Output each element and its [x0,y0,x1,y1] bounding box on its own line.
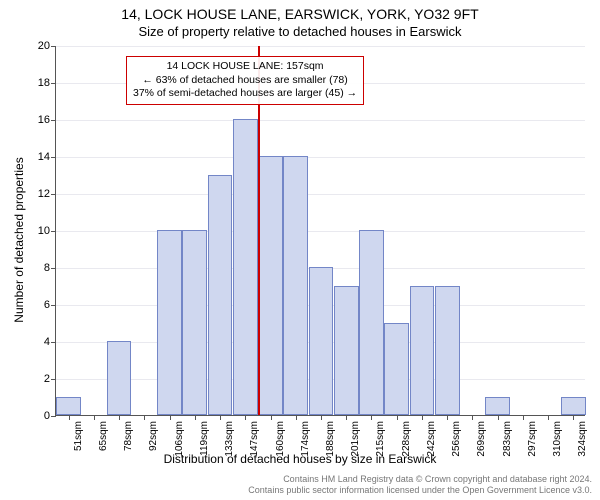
footer-line2: Contains public sector information licen… [248,485,592,496]
y-axis-label: Number of detached properties [12,75,26,240]
chart-title-line2: Size of property relative to detached ho… [0,24,600,39]
annotation-line3: 37% of semi-detached houses are larger (… [133,87,357,101]
x-tick-mark [447,415,448,420]
x-tick-mark [472,415,473,420]
histogram-bar [384,323,409,416]
footer-attribution: Contains HM Land Registry data © Crown c… [248,474,592,497]
histogram-bar [107,341,132,415]
gridline [56,157,585,158]
gridline [56,46,585,47]
annotation-line1: 14 LOCK HOUSE LANE: 157sqm [133,60,357,74]
histogram-bar [435,286,460,416]
x-tick-mark [195,415,196,420]
y-tick-label: 6 [44,299,50,311]
x-tick-label: 65sqm [98,421,109,451]
x-tick-mark [321,415,322,420]
x-tick-mark [245,415,246,420]
y-tick-mark [51,194,56,195]
histogram-bar [258,156,283,415]
x-tick-mark [220,415,221,420]
x-tick-label: 92sqm [148,421,159,451]
y-tick-mark [51,83,56,84]
histogram-bar [208,175,233,416]
y-tick-mark [51,157,56,158]
footer-line1: Contains HM Land Registry data © Crown c… [248,474,592,485]
y-tick-mark [51,268,56,269]
x-tick-label: 51sqm [73,421,84,451]
histogram-bar [157,230,182,415]
x-tick-label: 78sqm [123,421,134,451]
x-tick-mark [498,415,499,420]
chart-title-line1: 14, LOCK HOUSE LANE, EARSWICK, YORK, YO3… [0,6,600,22]
x-tick-label: 119sqm [199,421,210,456]
y-tick-mark [51,305,56,306]
x-tick-mark [573,415,574,420]
y-tick-label: 20 [38,40,50,52]
x-tick-mark [548,415,549,420]
x-tick-mark [397,415,398,420]
y-tick-label: 2 [44,373,50,385]
histogram-bar [182,230,207,415]
y-tick-mark [51,416,56,417]
histogram-bar [359,230,384,415]
x-tick-mark [119,415,120,420]
gridline [56,120,585,121]
y-tick-mark [51,231,56,232]
x-tick-mark [346,415,347,420]
y-tick-label: 18 [38,77,50,89]
annotation-line2: ← 63% of detached houses are smaller (78… [133,74,357,88]
x-axis-label: Distribution of detached houses by size … [0,452,600,466]
y-tick-label: 8 [44,262,50,274]
x-tick-mark [271,415,272,420]
x-tick-mark [144,415,145,420]
y-tick-label: 0 [44,410,50,422]
y-tick-mark [51,46,56,47]
histogram-bar [283,156,308,415]
histogram-bar [233,119,258,415]
y-tick-mark [51,379,56,380]
x-tick-mark [94,415,95,420]
histogram-bar [334,286,359,416]
x-tick-mark [422,415,423,420]
histogram-bar [561,397,586,416]
histogram-bar [410,286,435,416]
y-tick-label: 16 [38,114,50,126]
x-tick-mark [69,415,70,420]
gridline [56,194,585,195]
histogram-bar [485,397,510,416]
y-tick-label: 10 [38,225,50,237]
y-tick-label: 12 [38,188,50,200]
x-tick-mark [296,415,297,420]
annotation-box: 14 LOCK HOUSE LANE: 157sqm← 63% of detac… [126,56,364,105]
y-tick-label: 4 [44,336,50,348]
x-tick-mark [523,415,524,420]
y-tick-mark [51,342,56,343]
y-tick-label: 14 [38,151,50,163]
histogram-bar [309,267,334,415]
x-tick-mark [170,415,171,420]
y-tick-mark [51,120,56,121]
x-tick-mark [371,415,372,420]
gridline [56,231,585,232]
plot-area: 0246810121416182051sqm65sqm78sqm92sqm106… [55,46,585,416]
histogram-bar [56,397,81,416]
chart-container: 14, LOCK HOUSE LANE, EARSWICK, YORK, YO3… [0,0,600,500]
